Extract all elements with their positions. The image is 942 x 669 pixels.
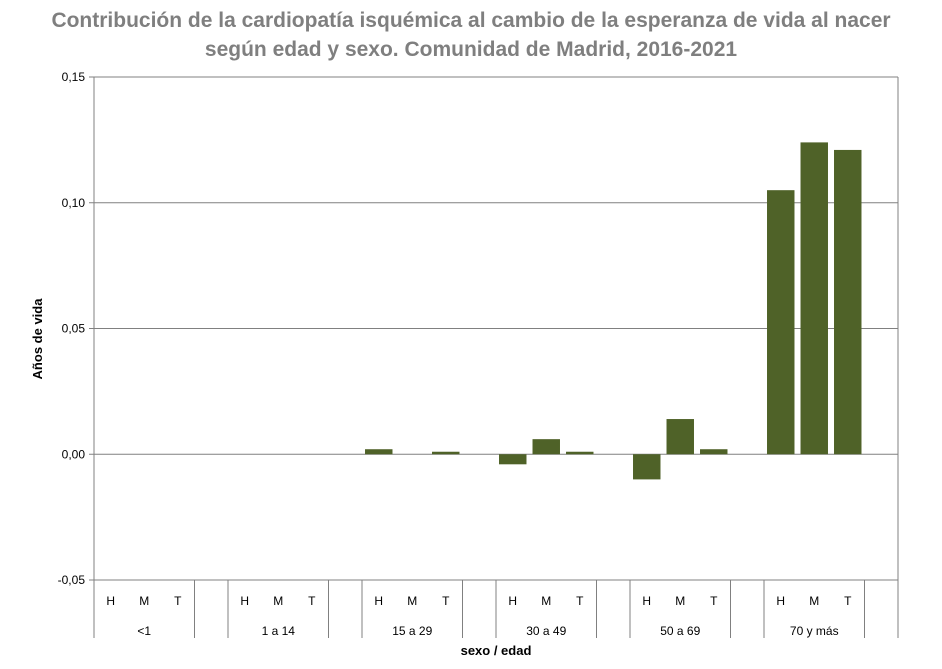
bar <box>767 190 795 455</box>
x-subcategory-label: M <box>809 594 819 608</box>
x-group-label: <1 <box>137 624 151 638</box>
x-group-label: 15 a 29 <box>392 624 432 638</box>
x-subcategory-label: H <box>508 594 517 608</box>
bar <box>666 419 694 455</box>
x-subcategory-label: M <box>675 594 685 608</box>
chart-title-line-1: Contribución de la cardiopatía isquémica… <box>51 9 891 32</box>
x-group-label: 30 a 49 <box>526 624 566 638</box>
axes <box>89 76 899 638</box>
x-subcategory-label: T <box>710 594 718 608</box>
y-tick-label: 0,00 <box>62 447 86 461</box>
x-subcategory-label: M <box>139 594 149 608</box>
labels: -0,05 0,00 0,05 0,10 0,15 H M T <1 H M T 1 a 14 H M T 15… <box>58 70 852 638</box>
y-tick-label: 0,15 <box>62 70 86 84</box>
x-subcategory-label: H <box>374 594 383 608</box>
bar <box>532 439 560 455</box>
bar <box>834 149 862 455</box>
x-subcategory-label: M <box>407 594 417 608</box>
bar <box>700 449 728 455</box>
bar <box>566 451 594 455</box>
chart-title-line-2: según edad y sexo. Comunidad de Madrid, … <box>204 38 738 61</box>
x-subcategory-label: H <box>240 594 249 608</box>
bar <box>432 451 460 455</box>
x-subcategory-label: T <box>174 594 182 608</box>
x-axis-label: sexo / edad <box>461 643 532 658</box>
x-subcategory-label: H <box>642 594 651 608</box>
x-group-label: 50 a 69 <box>660 624 700 638</box>
bars <box>365 142 862 480</box>
y-tick-label: 0,05 <box>62 322 86 336</box>
chart-title: Contribución de la cardiopatía isquémica… <box>0 6 942 64</box>
x-subcategory-label: M <box>541 594 551 608</box>
x-subcategory-label: T <box>442 594 450 608</box>
x-subcategory-label: M <box>273 594 283 608</box>
x-group-label: 70 y más <box>790 624 839 638</box>
x-subcategory-label: H <box>776 594 785 608</box>
y-axis-label: Años de vida <box>30 298 45 380</box>
bar <box>800 142 828 455</box>
bar <box>365 449 393 455</box>
x-group-label: 1 a 14 <box>262 624 296 638</box>
x-subcategory-label: T <box>576 594 584 608</box>
bar <box>499 454 527 465</box>
y-tick-label: 0,10 <box>62 196 86 210</box>
x-subcategory-label: T <box>308 594 316 608</box>
y-tick-label: -0,05 <box>58 573 86 587</box>
bar <box>633 454 661 480</box>
x-subcategory-label: H <box>106 594 115 608</box>
x-subcategory-label: T <box>844 594 852 608</box>
